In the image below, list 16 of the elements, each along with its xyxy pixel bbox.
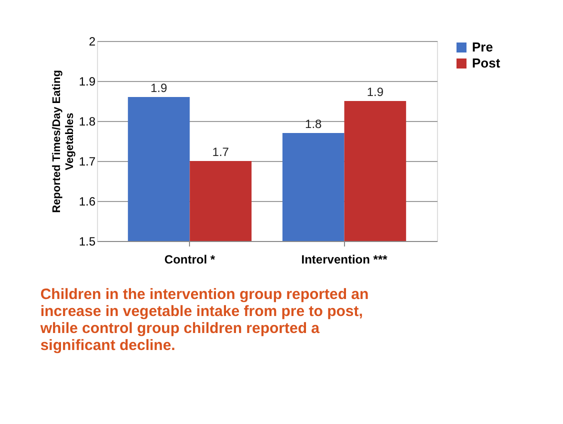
x-tick-label: Control * — [164, 252, 216, 266]
y-tick-label: 1.5 — [78, 234, 96, 248]
y-tick-label: 1.7 — [78, 154, 96, 168]
y-tick-label: 1.9 — [78, 74, 96, 88]
legend-label: Pre — [472, 40, 493, 54]
data-label: 1.7 — [212, 145, 230, 159]
y-axis-title: Reported Times/Day Eating Vegetables — [50, 70, 76, 213]
legend-label: Post — [472, 56, 501, 70]
text: Children in the intervention group reported an increase in vegetable intake from pre to post, while control group children reported a significant decline. — [39, 286, 369, 354]
data-label: 1.8 — [305, 117, 322, 131]
y-tick-label: 1.6 — [78, 194, 96, 208]
x-tick-label: Intervention *** — [301, 252, 388, 266]
data-label: 1.9 — [366, 85, 384, 99]
y-tick-label: 2 — [88, 34, 96, 48]
y-tick-label: 1.8 — [78, 114, 96, 128]
data-label: 1.9 — [150, 81, 168, 95]
